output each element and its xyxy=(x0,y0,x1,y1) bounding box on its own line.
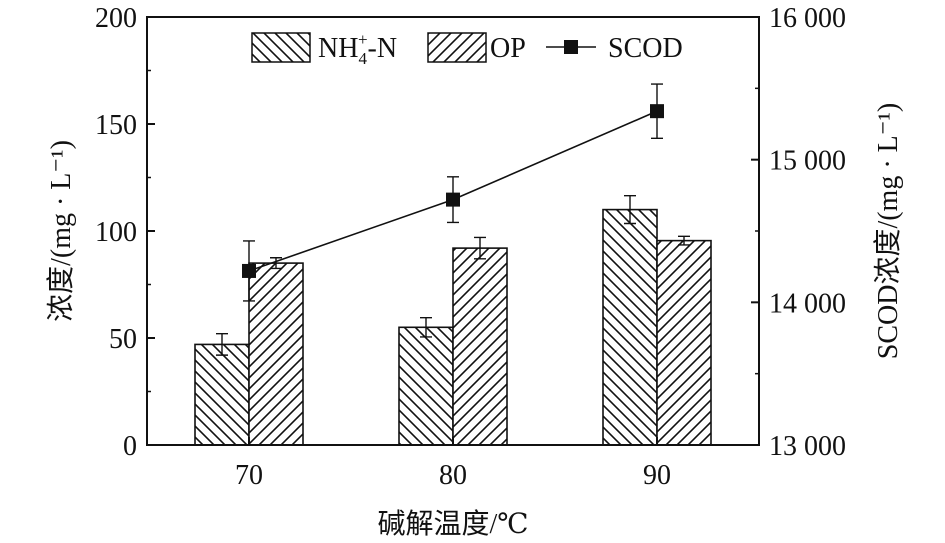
legend-label-op: OP xyxy=(490,33,526,64)
x-tick-label-2: 90 xyxy=(643,460,671,491)
legend-label-scod: SCOD xyxy=(608,33,683,64)
legend-label-nh4: NH4+-N xyxy=(318,30,397,68)
bar-1-1 xyxy=(452,247,508,446)
line-marker-2 xyxy=(650,104,664,119)
right-tick-label-1: 14 000 xyxy=(769,288,846,319)
bar-0-2 xyxy=(602,208,658,446)
left-tick-label-4: 200 xyxy=(95,3,137,34)
error-bar-1-0 xyxy=(270,257,282,270)
bar-0-0 xyxy=(194,343,250,446)
error-bar-0-2 xyxy=(624,194,636,225)
line-marker-1 xyxy=(446,192,460,207)
error-bar-1-1 xyxy=(474,236,486,260)
right-tick-label-3: 16 000 xyxy=(769,3,846,34)
right-tick-label-0: 13 000 xyxy=(769,431,846,462)
bar-1-2 xyxy=(656,239,712,446)
legend-swatch-nh4 xyxy=(251,32,311,63)
left-tick-label-0: 0 xyxy=(123,431,137,462)
line-marker-0 xyxy=(242,263,256,278)
right-axis-title: SCOD浓度/(mg · L⁻¹) xyxy=(872,103,904,360)
x-tick-label-0: 70 xyxy=(235,460,263,491)
right-tick-label-2: 15 000 xyxy=(769,146,846,177)
left-tick-label-3: 150 xyxy=(95,110,137,141)
left-tick-label-1: 50 xyxy=(109,324,137,355)
x-axis-title: 碱解温度/℃ xyxy=(377,508,528,540)
bar-1-0 xyxy=(248,262,304,446)
error-bar-0-1 xyxy=(420,316,432,338)
left-tick-label-2: 100 xyxy=(95,217,137,248)
error-bar-1-2 xyxy=(678,235,690,246)
left-axis-title: 浓度/(mg · L⁻¹) xyxy=(45,140,77,322)
legend-swatch-op xyxy=(427,32,487,63)
error-bar-0-0 xyxy=(216,333,228,356)
legend-marker-scod xyxy=(564,40,578,54)
bar-0-1 xyxy=(398,326,454,446)
x-tick-label-1: 80 xyxy=(439,460,467,491)
